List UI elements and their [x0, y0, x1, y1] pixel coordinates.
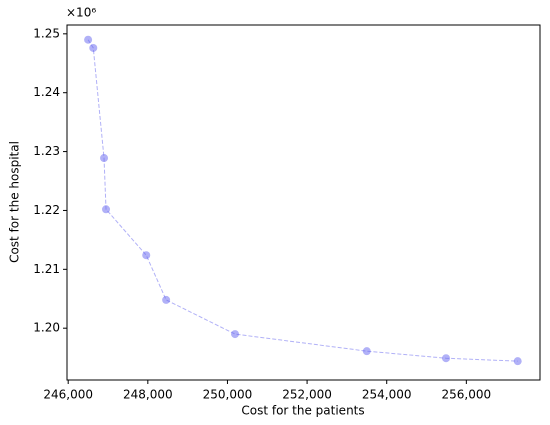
point — [231, 330, 240, 339]
y-tick-label: 1.20 — [33, 321, 60, 335]
x-tick-label: 250,000 — [203, 388, 253, 402]
y-offset-label: ×10⁶ — [66, 6, 96, 20]
x-axis-label: Cost for the patients — [241, 404, 364, 418]
plot-frame — [66, 24, 541, 381]
point — [102, 205, 111, 214]
point — [442, 354, 451, 363]
y-tick-label: 1.25 — [33, 26, 60, 40]
point — [84, 35, 93, 44]
x-tick-label: 252,000 — [282, 388, 332, 402]
y-tick-label: 1.21 — [33, 262, 60, 276]
point — [513, 357, 522, 366]
point — [142, 251, 151, 260]
point — [362, 347, 371, 356]
point — [100, 154, 109, 163]
x-tick-label: 246,000 — [43, 388, 93, 402]
x-tick-label: 256,000 — [442, 388, 492, 402]
point — [162, 295, 171, 304]
series-line — [87, 39, 518, 362]
y-tick-label: 1.24 — [33, 85, 60, 99]
y-tick-label: 1.22 — [33, 203, 60, 217]
y-tick-label: 1.23 — [33, 144, 60, 158]
x-tick-label: 248,000 — [123, 388, 173, 402]
point — [89, 43, 98, 52]
y-axis-label: Cost for the hospital — [8, 141, 22, 263]
x-tick-label: 254,000 — [362, 388, 412, 402]
